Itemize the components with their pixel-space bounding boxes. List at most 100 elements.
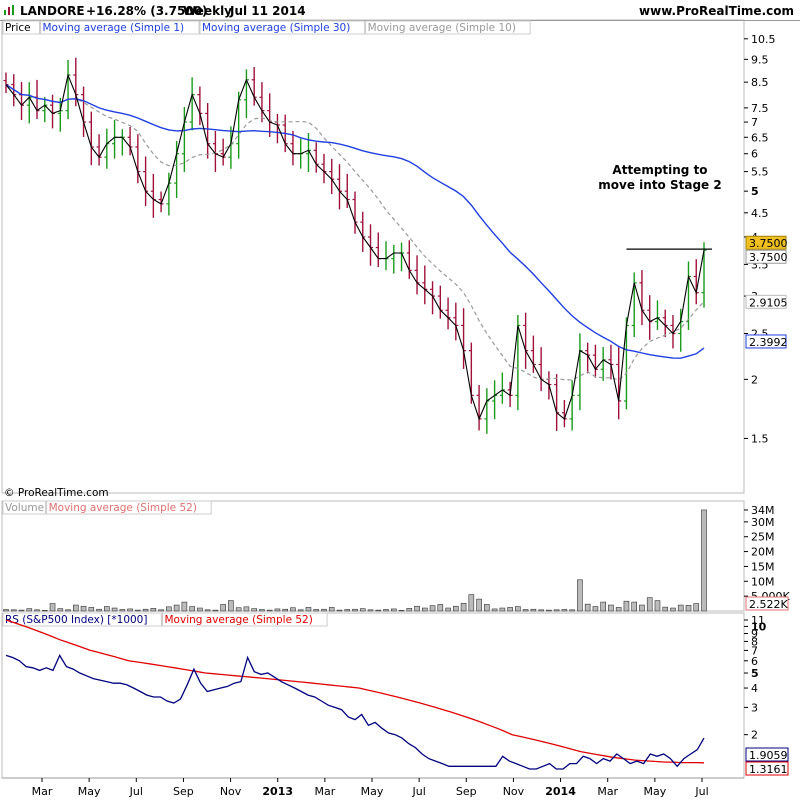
price-y-tick: 5 [751, 185, 759, 198]
volume-bar [181, 601, 188, 612]
volume-bar [336, 609, 343, 612]
volume-panel [1, 500, 745, 612]
volume-bar [367, 609, 374, 612]
price-legend-2: Moving average (Simple 30) [202, 22, 350, 34]
price-last-value: 3.7500 [749, 251, 788, 264]
volume-bar [577, 579, 583, 612]
price-last-badge [745, 249, 787, 264]
x-tick-label: 2014 [545, 785, 576, 798]
volume-bar [561, 609, 568, 612]
copyright-text: © ProRealTime.com [4, 487, 109, 499]
price-last-badge [745, 334, 787, 349]
volume-bar [189, 606, 195, 612]
volume-bar [290, 607, 296, 612]
rs-ma-value: 1.3161 [749, 763, 788, 776]
volume-bar [398, 610, 405, 612]
ma10-line [5, 84, 705, 381]
rs-panel [1, 612, 745, 779]
volume-bar [197, 607, 203, 612]
volume-bar [173, 604, 180, 612]
volume-bar [677, 604, 684, 612]
volume-bar [274, 608, 281, 612]
x-tick-label: Jul [412, 785, 426, 798]
rs-y-tick: 9 [751, 627, 758, 640]
rs-y-tick: 11 [751, 614, 765, 627]
volume-y-tick: 10M [751, 575, 775, 588]
price-y-tick: 4.5 [751, 207, 769, 220]
rs-ma-line [5, 619, 705, 764]
volume-bar [685, 605, 692, 612]
volume-y-tick: 25M [751, 531, 775, 544]
rs-y-tick: 3 [751, 701, 758, 714]
volume-bar [662, 606, 669, 612]
volume-bar [266, 609, 273, 612]
volume-legend-1: Moving average (Simple 52) [49, 502, 197, 514]
annotation-text: Attempting to [612, 163, 707, 177]
x-tick-label: May [78, 785, 101, 798]
volume-bar [453, 605, 459, 612]
volume-bar [111, 607, 118, 612]
volume-bar [243, 606, 250, 612]
volume-bar [352, 608, 358, 612]
annotation-text: move into Stage 2 [598, 178, 721, 192]
volume-bar [414, 605, 420, 612]
volume-bar [34, 609, 40, 612]
rs-legend-0: RS (S&P500 Index) [*1000] [5, 614, 147, 626]
volume-bar [693, 603, 700, 612]
price-legend-0: Price [5, 22, 31, 34]
rs-y-tick: 5 [751, 667, 759, 680]
symbol-label: LANDORE [20, 4, 85, 18]
volume-bar [701, 509, 707, 612]
volume-bar [437, 604, 444, 612]
volume-bar [507, 607, 513, 612]
volume-bar [3, 609, 9, 612]
rs-y-tick: 7 [751, 644, 758, 657]
period-label: Weekly [183, 4, 233, 18]
x-tick-label: Sep [173, 785, 194, 798]
volume-bar [135, 609, 141, 612]
volume-bar [460, 602, 467, 612]
x-tick-label: Nov [220, 785, 242, 798]
volume-y-tick: 15M [751, 560, 775, 573]
price-y-tick: 2 [751, 373, 758, 386]
x-tick-label: 2013 [262, 785, 293, 798]
rs-y-tick: 8 [751, 635, 758, 648]
volume-bar [104, 606, 110, 612]
volume-bar [476, 598, 482, 612]
price-legend-3: Moving average (Simple 10) [368, 22, 516, 34]
volume-y-tick: 30M [751, 516, 775, 529]
volume-bar [73, 604, 79, 612]
site-label[interactable]: www.ProRealTime.com [639, 4, 794, 18]
volume-bar [57, 608, 64, 612]
volume-bar [515, 606, 521, 612]
volume-ma-badge [745, 596, 789, 611]
volume-bar [49, 603, 56, 612]
x-tick-label: Mar [597, 785, 618, 798]
volume-bar [344, 609, 351, 612]
price-last-badge [745, 235, 787, 250]
volume-bar [553, 609, 560, 612]
volume-bar [468, 594, 475, 612]
volume-bar [375, 609, 382, 612]
rs-y-tick: 6 [751, 655, 758, 668]
price-y-tick: 6.5 [751, 131, 769, 144]
volume-bar [390, 608, 397, 612]
rs-last-badge [745, 747, 789, 762]
change-label: +16.28% (3.7500) [86, 4, 208, 18]
volume-bar [383, 609, 389, 612]
volume-bar [546, 609, 552, 612]
ma30-line [5, 84, 705, 359]
x-tick-label: Mar [314, 785, 335, 798]
volume-bar [445, 607, 451, 612]
volume-bar [166, 606, 172, 612]
x-tick-label: Mar [32, 785, 53, 798]
x-tick-label: Jul [129, 785, 143, 798]
rs-line [5, 653, 705, 770]
rs-y-tick: 2 [751, 729, 758, 742]
volume-y-tick: 34M [751, 504, 775, 517]
volume-bar [220, 604, 226, 612]
volume-bar [282, 608, 289, 612]
volume-bar [119, 609, 126, 612]
x-tick-label: Sep [456, 785, 477, 798]
volume-bar [297, 609, 304, 612]
